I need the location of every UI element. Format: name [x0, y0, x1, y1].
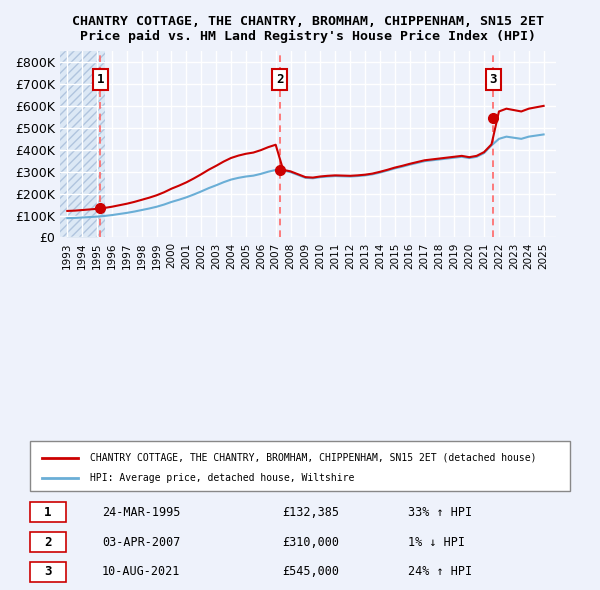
Text: 03-APR-2007: 03-APR-2007 [102, 536, 181, 549]
Text: 33% ↑ HPI: 33% ↑ HPI [408, 506, 472, 519]
Text: 1: 1 [97, 73, 104, 86]
Text: 2: 2 [44, 536, 52, 549]
Text: CHANTRY COTTAGE, THE CHANTRY, BROMHAM, CHIPPENHAM, SN15 2ET (detached house): CHANTRY COTTAGE, THE CHANTRY, BROMHAM, C… [90, 453, 536, 463]
FancyBboxPatch shape [30, 532, 66, 552]
Text: £545,000: £545,000 [282, 565, 339, 578]
Text: 3: 3 [44, 565, 52, 578]
Text: 10-AUG-2021: 10-AUG-2021 [102, 565, 181, 578]
Text: 2: 2 [276, 73, 283, 86]
FancyBboxPatch shape [55, 51, 105, 237]
FancyBboxPatch shape [30, 503, 66, 522]
Text: HPI: Average price, detached house, Wiltshire: HPI: Average price, detached house, Wilt… [90, 473, 355, 483]
Text: 24-MAR-1995: 24-MAR-1995 [102, 506, 181, 519]
Text: 1% ↓ HPI: 1% ↓ HPI [408, 536, 465, 549]
Title: CHANTRY COTTAGE, THE CHANTRY, BROMHAM, CHIPPENHAM, SN15 2ET
Price paid vs. HM La: CHANTRY COTTAGE, THE CHANTRY, BROMHAM, C… [71, 15, 544, 43]
Text: £310,000: £310,000 [282, 536, 339, 549]
FancyBboxPatch shape [30, 441, 570, 491]
Text: £132,385: £132,385 [282, 506, 339, 519]
Text: 3: 3 [490, 73, 497, 86]
FancyBboxPatch shape [30, 562, 66, 582]
Text: 24% ↑ HPI: 24% ↑ HPI [408, 565, 472, 578]
Text: 1: 1 [44, 506, 52, 519]
